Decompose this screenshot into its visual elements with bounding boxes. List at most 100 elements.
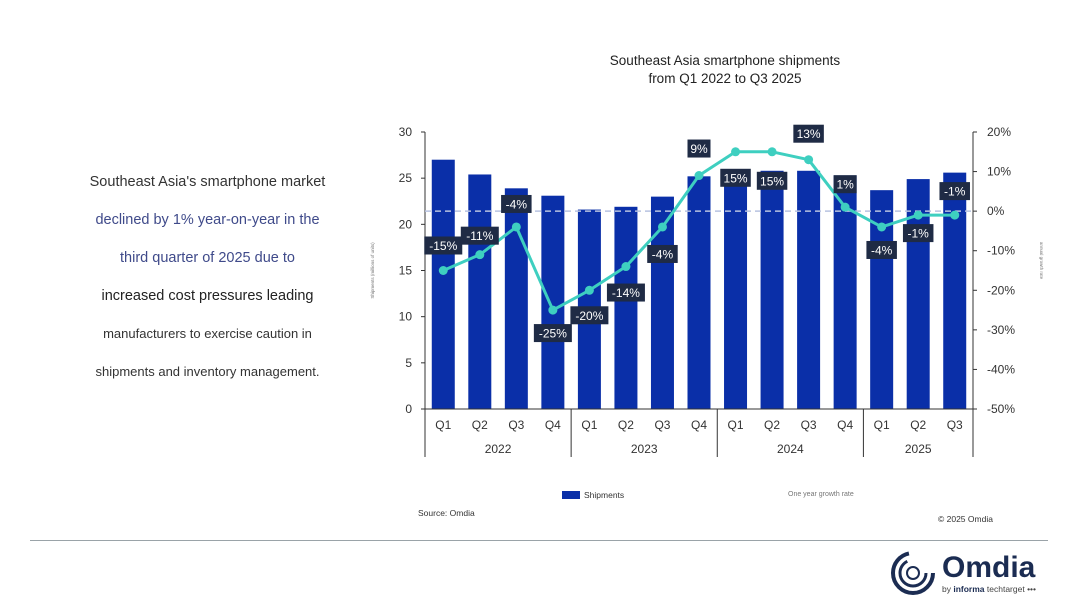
divider <box>30 540 1048 541</box>
data-label: 13% <box>797 127 821 141</box>
bar-shipments <box>468 174 492 409</box>
bar-shipments <box>504 188 528 409</box>
source-note: Source: Omdia <box>418 508 475 518</box>
data-label: 9% <box>690 142 708 156</box>
data-label-box <box>533 324 572 343</box>
data-label: -1% <box>944 185 966 199</box>
growth-point <box>840 202 850 212</box>
logo-techtarget: techtarget ••• <box>986 583 1036 594</box>
data-label: -11% <box>466 229 493 243</box>
bar-shipments <box>943 172 967 409</box>
growth-point <box>621 262 631 272</box>
bar-shipments <box>797 170 821 409</box>
summary-line: Southeast Asia's smartphone market <box>89 174 326 190</box>
data-label-box <box>460 226 499 245</box>
y2-tick-label: 20% <box>987 125 1011 139</box>
bar-shipments <box>614 206 638 409</box>
y2-tick-label: 0% <box>987 204 1005 218</box>
x-tick-label: Q3 <box>947 418 963 432</box>
x-tick-label: Q2 <box>764 418 780 432</box>
y-tick-label: 5 <box>405 356 412 370</box>
data-label-box <box>647 244 678 263</box>
data-label-box <box>606 283 645 302</box>
growth-point <box>913 210 923 220</box>
omdia-logo: Omdia by informa techtarget ••• <box>890 550 1036 596</box>
x-tick-label: Q1 <box>728 418 744 432</box>
data-label-box <box>501 194 532 213</box>
growth-point <box>877 222 887 232</box>
y2-tick-label: -20% <box>987 283 1015 297</box>
summary-line: shipments and inventory management. <box>95 364 320 379</box>
y2-axis-label: annual growth rate <box>1039 242 1044 280</box>
data-label: -20% <box>575 309 603 323</box>
data-label-box <box>833 175 857 194</box>
chart-title: Southeast Asia smartphone shipments from… <box>560 52 890 88</box>
data-label: -25% <box>539 327 567 341</box>
data-label: -14% <box>612 286 640 300</box>
data-label-box <box>793 124 824 143</box>
y2-tick-label: 10% <box>987 165 1011 179</box>
y-tick-label: 25 <box>399 171 413 185</box>
y2-tick-label: -50% <box>987 402 1015 416</box>
bar-shipments <box>431 159 455 409</box>
bar-shipments <box>724 170 748 409</box>
y-tick-label: 15 <box>399 264 413 278</box>
data-label: -4% <box>871 243 893 257</box>
year-label: 2025 <box>905 442 932 456</box>
data-label: 1% <box>836 178 854 192</box>
legend-swatch-shipments <box>562 491 580 499</box>
year-label: 2022 <box>485 442 512 456</box>
legend-label: Shipments <box>584 490 625 500</box>
growth-point <box>950 210 960 220</box>
data-label: -1% <box>908 227 930 241</box>
y2-tick-label: -10% <box>987 244 1015 258</box>
x-tick-label: Q3 <box>801 418 817 432</box>
x-tick-label: Q1 <box>435 418 451 432</box>
bar-shipments <box>687 176 711 409</box>
growth-point <box>767 147 777 157</box>
x-tick-label: Q3 <box>654 418 670 432</box>
y2-tick-label: -30% <box>987 323 1015 337</box>
growth-point <box>694 171 704 181</box>
growth-point <box>548 305 558 315</box>
x-tick-label: Q4 <box>545 418 561 432</box>
chart-title-line: from Q1 2022 to Q3 2025 <box>648 71 802 86</box>
x-tick-label: Q4 <box>691 418 707 432</box>
y2-tick-label: -40% <box>987 362 1015 376</box>
logo-informa: informa <box>953 583 985 594</box>
chart-title-line: Southeast Asia smartphone shipments <box>609 53 841 68</box>
logo-wordmark: Omdia <box>942 550 1036 584</box>
data-label: -4% <box>506 197 528 211</box>
x-tick-label: Q2 <box>910 418 926 432</box>
data-label: -4% <box>652 247 674 261</box>
growth-point <box>731 147 741 157</box>
x-tick-label: Q2 <box>472 418 488 432</box>
data-label: 15% <box>724 171 748 185</box>
year-label: 2023 <box>631 442 658 456</box>
x-tick-label: Q1 <box>581 418 597 432</box>
year-label: 2024 <box>777 442 804 456</box>
legend-shipments: Shipments <box>562 490 624 500</box>
summary-text: Southeast Asia's smartphone market decli… <box>70 168 345 396</box>
growth-point <box>511 222 521 232</box>
logo-by: by <box>942 583 951 594</box>
y-axis-label: Shipments (millions of units) <box>370 242 375 299</box>
x-tick-label: Q4 <box>837 418 853 432</box>
data-label: 15% <box>760 174 784 188</box>
y-tick-label: 20 <box>399 217 413 231</box>
data-label-box <box>866 240 897 259</box>
copyright: © 2025 Omdia <box>938 514 993 524</box>
data-label-box <box>424 236 463 255</box>
omdia-logo-icon <box>891 551 935 595</box>
summary-line: increased cost pressures leading <box>101 288 314 304</box>
x-tick-label: Q1 <box>874 418 890 432</box>
legend-growth: One year growth rate <box>788 491 854 498</box>
summary-line: manufacturers to exercise caution in <box>103 326 312 341</box>
growth-point <box>438 266 448 275</box>
data-label-box <box>902 224 934 243</box>
growth-point <box>804 155 814 165</box>
growth-point <box>657 222 667 232</box>
bar-shipments <box>760 170 784 409</box>
bar-shipments <box>541 195 565 409</box>
